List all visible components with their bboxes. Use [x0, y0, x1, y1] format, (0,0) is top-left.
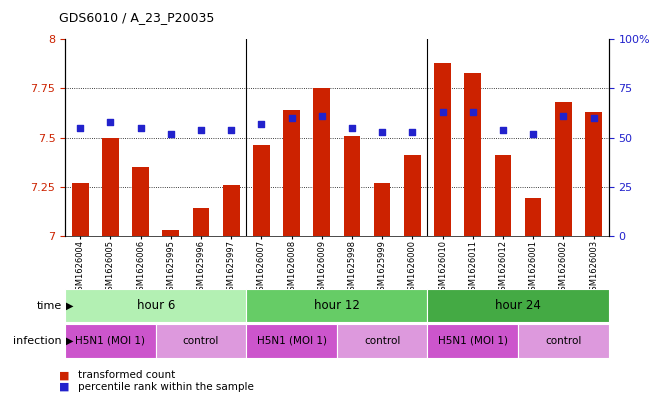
Text: H5N1 (MOI 1): H5N1 (MOI 1) [437, 336, 508, 346]
Text: ▶: ▶ [66, 301, 74, 310]
Text: hour 12: hour 12 [314, 299, 360, 312]
Bar [518, 324, 609, 358]
Bar [223, 185, 240, 236]
Bar [65, 324, 156, 358]
Text: time: time [36, 301, 62, 310]
Text: infection: infection [13, 336, 62, 346]
Bar [464, 73, 481, 236]
Bar [428, 289, 609, 322]
Bar [337, 324, 428, 358]
Bar [132, 167, 149, 236]
Point [105, 119, 116, 125]
Text: control: control [545, 336, 581, 346]
Point [467, 109, 478, 115]
Point [316, 113, 327, 119]
Bar [102, 138, 118, 236]
Point [347, 125, 357, 131]
Bar [404, 155, 421, 236]
Point [165, 130, 176, 137]
Bar [65, 289, 246, 322]
Point [558, 113, 568, 119]
Text: ■: ■ [59, 370, 69, 380]
Point [135, 125, 146, 131]
Text: GDS6010 / A_23_P20035: GDS6010 / A_23_P20035 [59, 11, 214, 24]
Bar [193, 208, 210, 236]
Bar [555, 102, 572, 236]
Bar [72, 183, 89, 236]
Text: ▶: ▶ [66, 336, 74, 346]
Bar [495, 155, 511, 236]
Point [498, 127, 508, 133]
Text: control: control [364, 336, 400, 346]
Text: control: control [183, 336, 219, 346]
Bar [525, 198, 542, 236]
Point [528, 130, 538, 137]
Point [75, 125, 85, 131]
Bar [163, 230, 179, 236]
Text: hour 24: hour 24 [495, 299, 541, 312]
Bar [428, 324, 518, 358]
Bar [344, 136, 360, 236]
Point [407, 129, 417, 135]
Bar [585, 112, 602, 236]
Bar [283, 110, 300, 236]
Text: hour 6: hour 6 [137, 299, 175, 312]
Bar [374, 183, 391, 236]
Point [589, 115, 599, 121]
Point [437, 109, 448, 115]
Point [377, 129, 387, 135]
Bar [253, 145, 270, 236]
Bar [156, 324, 246, 358]
Text: percentile rank within the sample: percentile rank within the sample [78, 382, 254, 392]
Point [196, 127, 206, 133]
Bar [434, 63, 451, 236]
Bar [246, 324, 337, 358]
Point [256, 121, 267, 127]
Text: ■: ■ [59, 382, 69, 392]
Text: H5N1 (MOI 1): H5N1 (MOI 1) [76, 336, 145, 346]
Bar [314, 88, 330, 236]
Text: H5N1 (MOI 1): H5N1 (MOI 1) [256, 336, 327, 346]
Text: transformed count: transformed count [78, 370, 175, 380]
Point [226, 127, 236, 133]
Point [286, 115, 297, 121]
Bar [246, 289, 428, 322]
